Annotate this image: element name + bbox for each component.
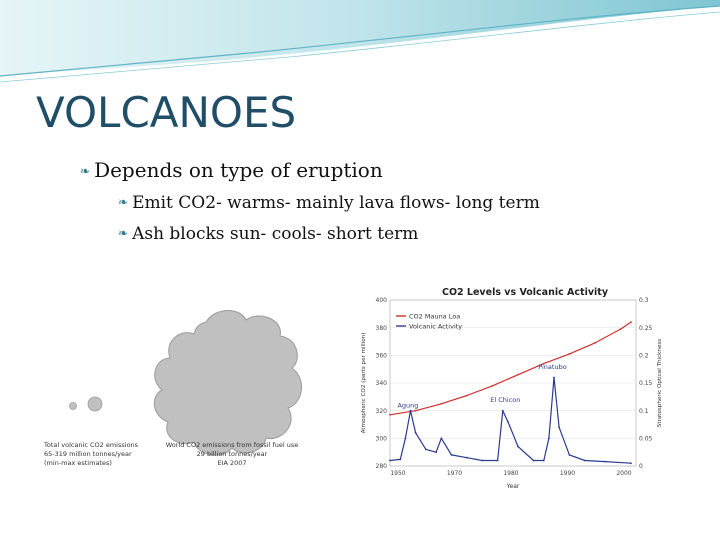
- data-point-volcanic: [548, 437, 550, 440]
- data-point-volcanic: [568, 454, 571, 456]
- fossil-caption-line2: 29 billion tonnes/year: [197, 450, 268, 458]
- bullet-level1-text: Depends on type of eruption: [94, 158, 383, 182]
- y-left-tick-label: 280: [376, 463, 388, 470]
- data-point-co2: [517, 373, 519, 376]
- data-point-co2: [619, 328, 622, 330]
- data-point-volcanic: [440, 437, 443, 440]
- annotation-label: El Chicon: [490, 396, 520, 404]
- annotation-label: Pinatubo: [538, 363, 566, 371]
- volcanic-caption-line3: (min-max estimates): [44, 459, 112, 467]
- x-tick-label: 1980: [503, 470, 518, 477]
- bullet-level1: ❧ Depends on type of eruption: [80, 158, 383, 182]
- co2-volcanic-chart: CO2 Levels vs Volcanic Activity 400 380 36…: [360, 284, 666, 490]
- data-point-co2: [568, 353, 571, 355]
- fossil-caption-line1: World CO2 emissions from fossil fuel use: [166, 441, 299, 449]
- data-point-volcanic: [466, 456, 468, 459]
- bullet-icon: ❧: [80, 164, 91, 178]
- bullet-level2-ash: ❧ Ash blocks sun- cools- short term: [118, 224, 418, 244]
- data-point-co2: [414, 409, 417, 412]
- x-tick-label: 1970: [447, 470, 462, 477]
- data-point-volcanic: [604, 460, 607, 463]
- data-point-volcanic: [399, 458, 402, 461]
- bullet-icon: ❧: [118, 195, 129, 209]
- data-point-volcanic: [404, 437, 407, 440]
- data-point-volcanic: [501, 409, 504, 412]
- volcanic-small-bubble: [69, 402, 77, 410]
- volcanic-caption-line1: Total volcanic CO2 emissions: [43, 441, 139, 449]
- volcanic-large-bubble: [87, 396, 103, 412]
- data-point-co2: [389, 413, 391, 416]
- data-point-volcanic: [435, 451, 437, 454]
- chart-svg: CO2 Levels vs Volcanic Activity 400 380 36…: [361, 287, 663, 490]
- data-point-volcanic: [389, 459, 391, 462]
- y-right-tick-label: 0.2: [639, 353, 649, 360]
- chart-legend: CO2 Mauna Loa Volcanic Activity: [396, 313, 462, 331]
- y-right-tick-label: 0.15: [639, 380, 653, 387]
- slide-title: VOLCANOES: [36, 88, 297, 137]
- y-right-tick-label: 0: [639, 463, 643, 470]
- legend-label-co2: CO2 Mauna Loa: [409, 313, 460, 321]
- y-left-tick-label: 340: [376, 380, 388, 387]
- y-right-tick-label: 0.05: [639, 436, 653, 443]
- data-point-co2: [440, 402, 443, 405]
- y-left-tick-label: 360: [376, 353, 388, 360]
- data-point-volcanic: [414, 431, 417, 434]
- bullet-icon: ❧: [118, 226, 129, 240]
- data-point-volcanic: [481, 459, 484, 462]
- y-left-tick-label: 320: [376, 408, 388, 415]
- y-left-tick-label: 380: [376, 325, 388, 332]
- x-axis-label: Year: [506, 483, 520, 490]
- data-point-co2: [491, 384, 494, 387]
- data-point-volcanic: [542, 459, 545, 462]
- data-point-volcanic: [425, 448, 427, 451]
- y-axis-left-label: Atmospheric CO2 (parts per million): [361, 333, 367, 434]
- data-point-volcanic: [507, 420, 509, 423]
- data-point-co2: [594, 342, 596, 344]
- series-line-volcanic: [389, 376, 631, 464]
- data-point-co2: [542, 362, 545, 365]
- co2-bubble-svg: Total volcanic CO2 emissions 65-319 mill…: [43, 310, 302, 467]
- data-point-co2: [630, 321, 632, 323]
- y-right-tick-label: 0.25: [639, 325, 653, 332]
- data-point-volcanic: [409, 409, 412, 412]
- bullet-level2-co2-text: Emit CO2- warms- mainly lava flows- long…: [132, 193, 540, 213]
- data-point-volcanic: [532, 459, 535, 462]
- data-point-volcanic: [630, 462, 632, 465]
- data-point-co2: [466, 394, 468, 397]
- legend-label-volcanic: Volcanic Activity: [409, 323, 462, 331]
- y-left-tick-label: 400: [376, 297, 388, 304]
- x-tick-label: 2000: [616, 470, 631, 477]
- data-point-volcanic: [517, 445, 519, 448]
- y-right-tick-label: 0.1: [639, 408, 649, 415]
- fossil-fuel-cloud-bubble: [153, 310, 302, 456]
- bullet-level2-co2: ❧ Emit CO2- warms- mainly lava flows- lon…: [118, 193, 540, 213]
- y-axis-right-label: Stratospheric Optical Thickness: [657, 339, 663, 428]
- header-wave-decoration: [0, 0, 720, 83]
- x-tick-label: 1990: [560, 470, 575, 477]
- y-left-tick-label: 300: [376, 436, 388, 443]
- x-tick-label: 1950: [390, 470, 405, 477]
- data-point-volcanic: [553, 376, 555, 379]
- bullet-level2-ash-text: Ash blocks sun- cools- short term: [132, 224, 419, 244]
- fossil-caption-line3: EIA 2007: [217, 459, 246, 467]
- chart-title: CO2 Levels vs Volcanic Activity: [442, 287, 609, 298]
- data-point-volcanic: [583, 459, 586, 462]
- data-point-volcanic: [496, 459, 499, 462]
- co2-bubble-figure: Total volcanic CO2 emissions 65-319 mill…: [36, 302, 324, 488]
- annotation-label: Agung: [397, 402, 418, 410]
- data-point-volcanic: [450, 454, 453, 456]
- data-point-volcanic: [558, 426, 560, 429]
- volcanic-caption-line2: 65-319 million tonnes/year: [44, 450, 132, 458]
- y-right-tick-label: 0.3: [639, 297, 649, 304]
